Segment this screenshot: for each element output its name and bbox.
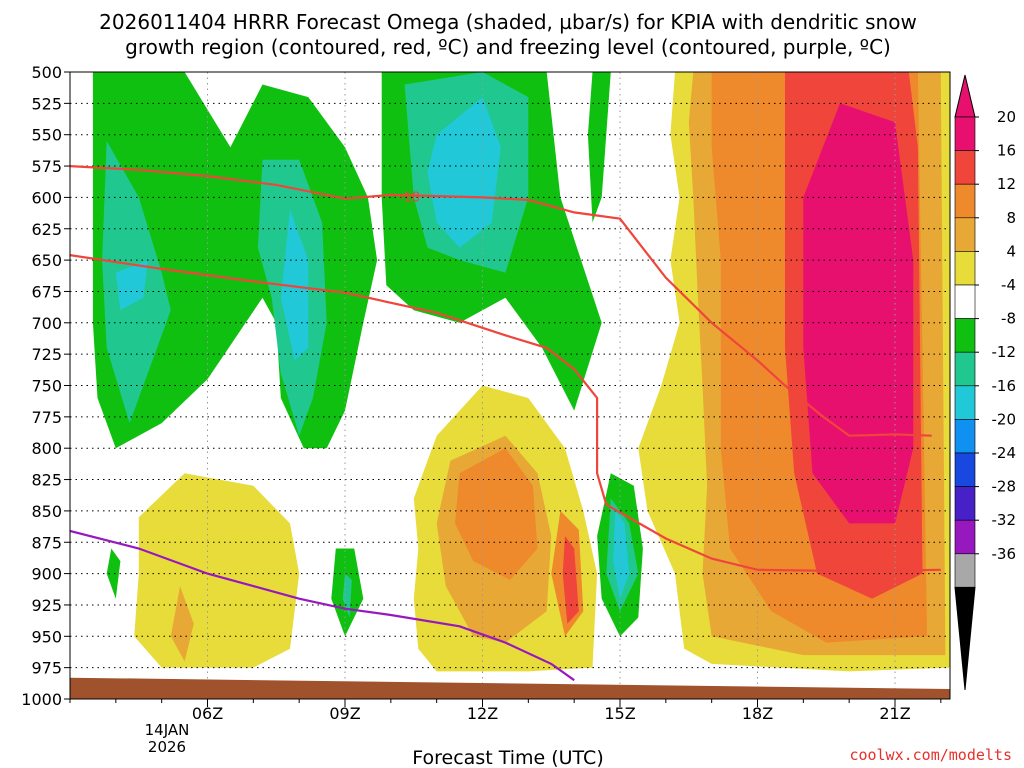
y-tick-label-825: 825 — [31, 471, 62, 490]
y-tick-label-975: 975 — [31, 659, 62, 678]
grid-lines — [70, 72, 950, 699]
colorbar-label--28: -28 — [992, 478, 1017, 496]
y-tick-label-675: 675 — [31, 282, 62, 301]
dgz-contour-label: -18 — [399, 190, 420, 205]
y-tick-label-650: 650 — [31, 251, 62, 270]
contour-lines — [70, 165, 941, 682]
colorbar-label--16: -16 — [992, 377, 1017, 395]
colorbar-label--36: -36 — [992, 545, 1017, 563]
x-tick-label-21Z: 21Z — [879, 704, 910, 723]
colorbar-bin — [954, 183, 976, 219]
colorbar-label-4: 4 — [1006, 242, 1016, 260]
date-label-year: 2026 — [148, 738, 186, 756]
omega-neg-4-region — [587, 72, 611, 223]
x-axis-label: Forecast Time (UTC) — [412, 747, 603, 768]
colorbar-label-16: 16 — [997, 142, 1016, 160]
x-tick-label-18Z: 18Z — [742, 704, 773, 723]
y-tick-label-750: 750 — [31, 377, 62, 396]
y-axis: 500 525 550 575 600 625 650 675 700 725 750 775 800 8… — [21, 63, 70, 709]
colorbar-bin — [954, 251, 976, 286]
y-tick-label-950: 950 — [31, 627, 62, 646]
y-tick-label-900: 900 — [31, 565, 62, 584]
x-tick-label-15Z: 15Z — [604, 704, 635, 723]
colorbar-bin — [954, 452, 976, 487]
dgz-lower-contour — [70, 254, 941, 573]
colorbar-bin — [954, 553, 976, 588]
terrain — [70, 677, 950, 699]
colorbar-bin — [954, 217, 976, 252]
y-tick-label-575: 575 — [31, 157, 62, 176]
omega-pos-8-region — [170, 586, 194, 662]
colorbar-bin — [954, 385, 976, 420]
colorbar-label-20: 20 — [997, 108, 1016, 126]
x-tick-label-12Z: 12Z — [467, 704, 498, 723]
colorbar-label--24: -24 — [992, 444, 1017, 462]
y-tick-label-600: 600 — [31, 188, 62, 207]
colorbar-bin — [954, 351, 976, 387]
x-tick-label-06Z: 06Z — [192, 704, 223, 723]
chart-title-line-1: 2026011404 HRRR Forecast Omega (shaded, … — [99, 10, 917, 34]
omega-neg-12-region — [115, 260, 148, 311]
y-tick-label-800: 800 — [31, 439, 62, 458]
colorbar-bin — [954, 284, 976, 319]
colorbar-label--8: -8 — [1001, 310, 1016, 328]
colorbar-bin — [954, 486, 976, 521]
colorbar-label-12: 12 — [997, 175, 1016, 193]
y-tick-label-775: 775 — [31, 408, 62, 427]
y-tick-label-925: 925 — [31, 596, 62, 615]
y-tick-label-725: 725 — [31, 345, 62, 364]
y-tick-label-500: 500 — [31, 63, 62, 82]
x-axis: 06Z 09Z 12Z 15Z 18Z 21Z — [69, 699, 942, 723]
omega-pos-16-region — [562, 536, 579, 624]
dgz-upper-contour — [70, 165, 932, 437]
y-tick-label-1000: 1000 — [21, 690, 62, 709]
ground-surface — [70, 677, 950, 699]
x-tick-label-09Z: 09Z — [329, 704, 360, 723]
colorbar-top-arrow — [954, 74, 976, 118]
colorbar-bin — [954, 318, 976, 353]
y-tick-label-700: 700 — [31, 314, 62, 333]
colorbar-bin — [954, 419, 976, 454]
colorbar-bin — [954, 519, 976, 555]
colorbar-label--20: -20 — [992, 410, 1017, 428]
colorbar-bottom-arrow — [954, 586, 976, 691]
colorbar-label--32: -32 — [992, 511, 1017, 529]
omega-pos-20-region — [803, 103, 914, 524]
colorbar-label-8: 8 — [1006, 209, 1016, 227]
freezing-level-contour — [70, 529, 575, 682]
y-tick-label-625: 625 — [31, 220, 62, 239]
y-tick-label-550: 550 — [31, 126, 62, 145]
colorbar-label--12: -12 — [992, 343, 1017, 361]
colorbar-label--4: -4 — [1001, 276, 1016, 294]
omega-neg-12-region — [613, 510, 630, 599]
colorbar-bin — [954, 116, 976, 151]
y-tick-label-525: 525 — [31, 94, 62, 113]
y-tick-label-875: 875 — [31, 533, 62, 552]
omega-neg-4-region — [106, 548, 121, 599]
chart-title-line-2: growth region (contoured, red, ºC) and f… — [125, 35, 891, 59]
date-label-day: 14JAN — [145, 721, 190, 739]
omega-pos-12-region — [455, 448, 538, 580]
colorbar-bin — [954, 150, 976, 185]
y-tick-label-850: 850 — [31, 502, 62, 521]
credit-label: coolwx.com/modelts — [849, 746, 1012, 764]
colorbar: 20 16 12 8 4 -4 -8 -12 -16 -20 -24 -28 -32 -36 — [954, 74, 1017, 691]
